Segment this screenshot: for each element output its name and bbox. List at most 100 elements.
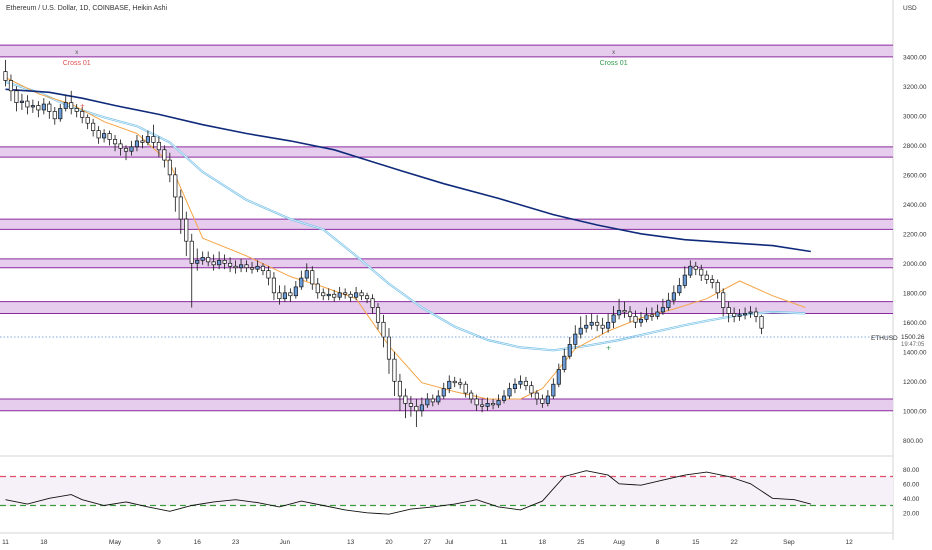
candle-body <box>145 136 150 143</box>
candle-body <box>74 108 79 112</box>
rsi-y-tick-label: 40.00 <box>903 496 920 503</box>
candle-body <box>715 282 720 294</box>
x-tick-label: 8 <box>656 539 660 546</box>
candle-body <box>512 383 518 389</box>
y-tick-label: 2400.00 <box>903 202 927 209</box>
x-tick-label: 27 <box>424 539 432 546</box>
x-tick-label: 25 <box>577 539 585 546</box>
candle-body <box>540 398 545 404</box>
candle-body <box>354 292 359 298</box>
x-tick-label: 18 <box>539 539 547 546</box>
y-tick-label: 1400.00 <box>903 349 927 356</box>
candle-body <box>162 149 167 161</box>
candle-body <box>441 388 446 397</box>
candle-body <box>447 380 452 389</box>
candle-body <box>638 318 644 323</box>
candle-body <box>649 314 654 317</box>
candle-body <box>721 292 726 308</box>
x-tick-label: Aug <box>613 539 625 546</box>
candle-body <box>255 265 260 270</box>
candle-body <box>556 369 561 385</box>
candle-body <box>617 310 622 316</box>
cross-marker-2: x <box>612 50 615 56</box>
y-tick-label: 1800.00 <box>903 290 927 297</box>
candle-body <box>266 270 271 279</box>
candle-body <box>452 380 457 384</box>
candle-body <box>534 392 539 400</box>
candle-body <box>611 314 616 323</box>
candle-body <box>370 298 375 308</box>
candle-body <box>288 292 293 297</box>
candle-body <box>562 355 567 370</box>
x-tick-label: 20 <box>385 539 393 546</box>
candle-body <box>140 140 145 143</box>
candle-body <box>704 274 709 280</box>
candle-body <box>381 321 386 338</box>
candle-body <box>660 307 665 313</box>
red-cross-point: + <box>80 102 85 111</box>
candle-body <box>655 311 660 317</box>
candle-body <box>551 383 556 397</box>
candle-body <box>260 265 266 272</box>
candle-body <box>41 103 46 111</box>
candle-body <box>25 100 30 108</box>
candle-body <box>392 358 397 382</box>
y-tick-label: 1200.00 <box>903 379 927 386</box>
candle-body <box>677 285 682 294</box>
y-tick-label: 2800.00 <box>903 143 927 150</box>
candle-body <box>184 218 189 242</box>
candle-body <box>156 142 161 151</box>
candle-body <box>710 279 715 283</box>
sr-zone <box>0 45 893 57</box>
candle-body <box>397 380 402 397</box>
candle-body <box>584 324 589 329</box>
candle-body <box>348 293 353 298</box>
x-tick-label: 13 <box>347 539 355 546</box>
candle-body <box>589 321 594 326</box>
candle-body <box>113 139 118 145</box>
candle-body <box>91 122 96 131</box>
candle-body <box>430 398 435 403</box>
candle-body <box>732 313 737 317</box>
y-tick-label: 1000.00 <box>903 408 927 415</box>
candle-body <box>315 283 320 294</box>
candle-body <box>47 103 52 112</box>
candle-body <box>129 146 134 152</box>
candle-body <box>386 336 392 360</box>
x-tick-label: Jun <box>280 539 291 546</box>
x-tick-label: 22 <box>731 539 739 546</box>
sr-zone <box>0 219 893 230</box>
candle-body <box>167 159 172 176</box>
candle-body <box>332 293 337 298</box>
chart-title: Ethereum / U.S. Dollar, 1D, COINBASE, He… <box>6 5 168 12</box>
x-tick-label: 15 <box>692 539 700 546</box>
candle-body <box>8 80 14 92</box>
candle-body <box>425 398 430 406</box>
cross-marker-1: x <box>75 50 78 56</box>
sr-zone <box>0 398 893 411</box>
y-tick-label: 2200.00 <box>903 231 927 238</box>
candle-body <box>222 260 227 264</box>
candle-body <box>436 395 441 403</box>
candle-body <box>52 111 57 120</box>
candle-body <box>233 265 238 269</box>
candle-body <box>529 385 534 394</box>
candle-body <box>737 314 742 317</box>
candle-body <box>118 143 123 149</box>
candle-body <box>282 292 287 300</box>
candle-body <box>228 262 233 267</box>
candle-body <box>480 404 485 407</box>
y-tick-label: 1600.00 <box>903 320 927 327</box>
candle-body <box>310 270 315 285</box>
candle-body <box>491 403 496 406</box>
candle-body <box>107 133 112 140</box>
candle-body <box>507 388 512 397</box>
candle-body <box>644 314 649 320</box>
candle-body <box>217 260 222 266</box>
candle-body <box>759 316 764 329</box>
candle-body <box>173 174 178 198</box>
candle-body <box>365 295 370 300</box>
candle-body <box>743 313 748 316</box>
